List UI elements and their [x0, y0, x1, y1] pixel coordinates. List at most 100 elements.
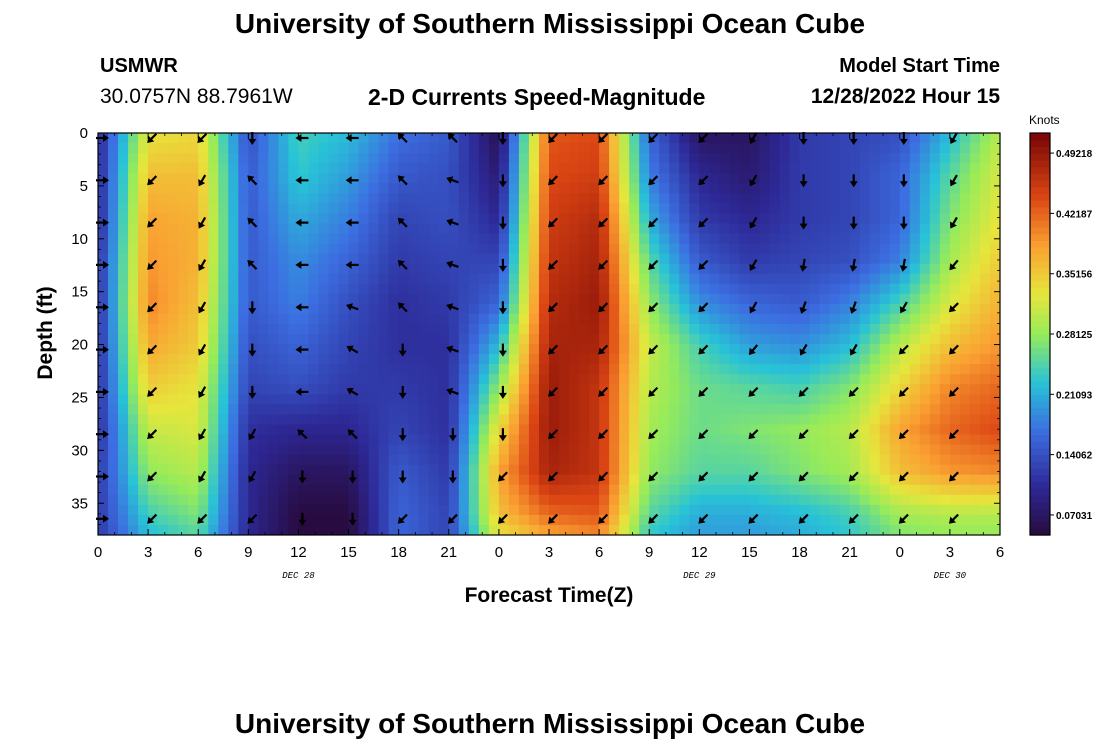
heatmap-cell — [278, 444, 290, 456]
heatmap-cell — [208, 213, 219, 225]
heatmap-cell — [739, 334, 751, 345]
heatmap-cell — [799, 454, 811, 466]
heatmap-cell — [639, 464, 650, 476]
heatmap-cell — [498, 524, 510, 535]
heatmap-cell — [689, 374, 700, 385]
heatmap-cell — [328, 334, 340, 345]
heatmap-cell — [128, 484, 139, 496]
heatmap-cell — [859, 193, 871, 204]
arrow-head — [295, 218, 302, 227]
heatmap-cell — [949, 504, 961, 516]
heatmap-cell — [458, 354, 470, 365]
heatmap-cell — [138, 223, 149, 235]
heatmap-cell — [498, 334, 510, 345]
heatmap-cell — [278, 514, 290, 526]
heatmap-cell — [629, 384, 640, 395]
heatmap-cell — [288, 424, 300, 436]
arrow-head — [948, 516, 957, 524]
heatmap-cell — [538, 213, 550, 225]
heatmap-cell — [659, 273, 670, 285]
heatmap-cell — [168, 253, 179, 265]
heatmap-cell — [719, 424, 730, 436]
heatmap-cell — [659, 334, 670, 345]
heatmap-cell — [318, 223, 330, 235]
heatmap-cell — [779, 454, 791, 466]
heatmap-cell — [679, 404, 690, 415]
heatmap-cell — [188, 434, 199, 446]
heatmap-cell — [769, 303, 781, 315]
heatmap-cell — [759, 153, 771, 164]
heatmap-cell — [929, 323, 941, 335]
heatmap-cell — [408, 253, 420, 265]
heatmap-cell — [629, 313, 640, 325]
heatmap-cell — [218, 253, 229, 265]
heatmap-cell — [749, 524, 761, 535]
arrow-head — [948, 474, 957, 482]
colorbar-segment — [1030, 287, 1050, 295]
heatmap-cell — [388, 163, 400, 174]
heatmap-cell — [328, 183, 340, 194]
arrow-head — [799, 223, 808, 230]
heatmap-cell — [559, 283, 570, 295]
heatmap-cell — [949, 273, 961, 285]
heatmap-cell — [569, 344, 580, 355]
heatmap-cell — [428, 323, 440, 335]
heatmap-cell — [258, 354, 269, 365]
heatmap-cell — [749, 253, 761, 265]
heatmap-cell — [538, 153, 550, 164]
heatmap-cell — [118, 444, 129, 456]
heatmap-cell — [689, 243, 700, 255]
heatmap-cell — [719, 323, 730, 335]
heatmap-cell — [669, 504, 680, 516]
heatmap-cell — [579, 414, 590, 426]
heatmap-cell — [198, 464, 209, 476]
heatmap-cell — [248, 213, 259, 225]
heatmap-cell — [198, 243, 209, 255]
heatmap-cell — [749, 153, 761, 164]
heatmap-cell — [268, 193, 279, 204]
heatmap-cell — [158, 504, 169, 516]
heatmap-cell — [118, 303, 129, 315]
heatmap-cell — [699, 213, 710, 225]
heatmap-cell — [168, 334, 179, 345]
heatmap-cell — [669, 374, 680, 385]
heatmap-cell — [308, 514, 320, 526]
heatmap-cell — [348, 424, 360, 436]
heatmap-cell — [699, 414, 710, 426]
colorbar-segment — [1030, 434, 1050, 442]
arrow-head — [848, 516, 856, 524]
heatmap-cell — [769, 173, 781, 184]
heatmap-cell — [569, 334, 580, 345]
heatmap-cell — [538, 434, 550, 446]
heatmap-cell — [889, 364, 901, 375]
heatmap-cell — [579, 484, 590, 496]
heatmap-cell — [218, 484, 229, 496]
heatmap-cell — [148, 263, 159, 275]
heatmap-cell — [288, 133, 300, 144]
heatmap-cell — [649, 424, 660, 436]
heatmap-cell — [979, 454, 991, 466]
heatmap-cell — [759, 323, 771, 335]
heatmap-cell — [579, 504, 590, 516]
heatmap-cell — [488, 454, 500, 466]
heatmap-cell — [398, 364, 410, 375]
heatmap-cell — [388, 444, 400, 456]
arrow-head — [147, 262, 155, 270]
heatmap-cell — [609, 404, 620, 415]
current-arrow — [298, 470, 307, 484]
heatmap-cell — [538, 524, 550, 535]
heatmap-cell — [118, 313, 129, 325]
heatmap-cell — [458, 524, 470, 535]
heatmap-cell — [669, 524, 680, 535]
current-arrow — [247, 217, 258, 228]
heatmap-cell — [418, 133, 430, 144]
heatmap-cell — [599, 323, 610, 335]
heatmap-cell — [218, 203, 229, 214]
heatmap-cell — [388, 153, 400, 164]
heatmap-cell — [378, 223, 390, 235]
heatmap-cell — [158, 474, 169, 486]
heatmap-cell — [849, 203, 861, 214]
heatmap-cell — [408, 243, 420, 255]
heatmap-cell — [849, 434, 861, 446]
heatmap-cell — [989, 263, 1000, 275]
